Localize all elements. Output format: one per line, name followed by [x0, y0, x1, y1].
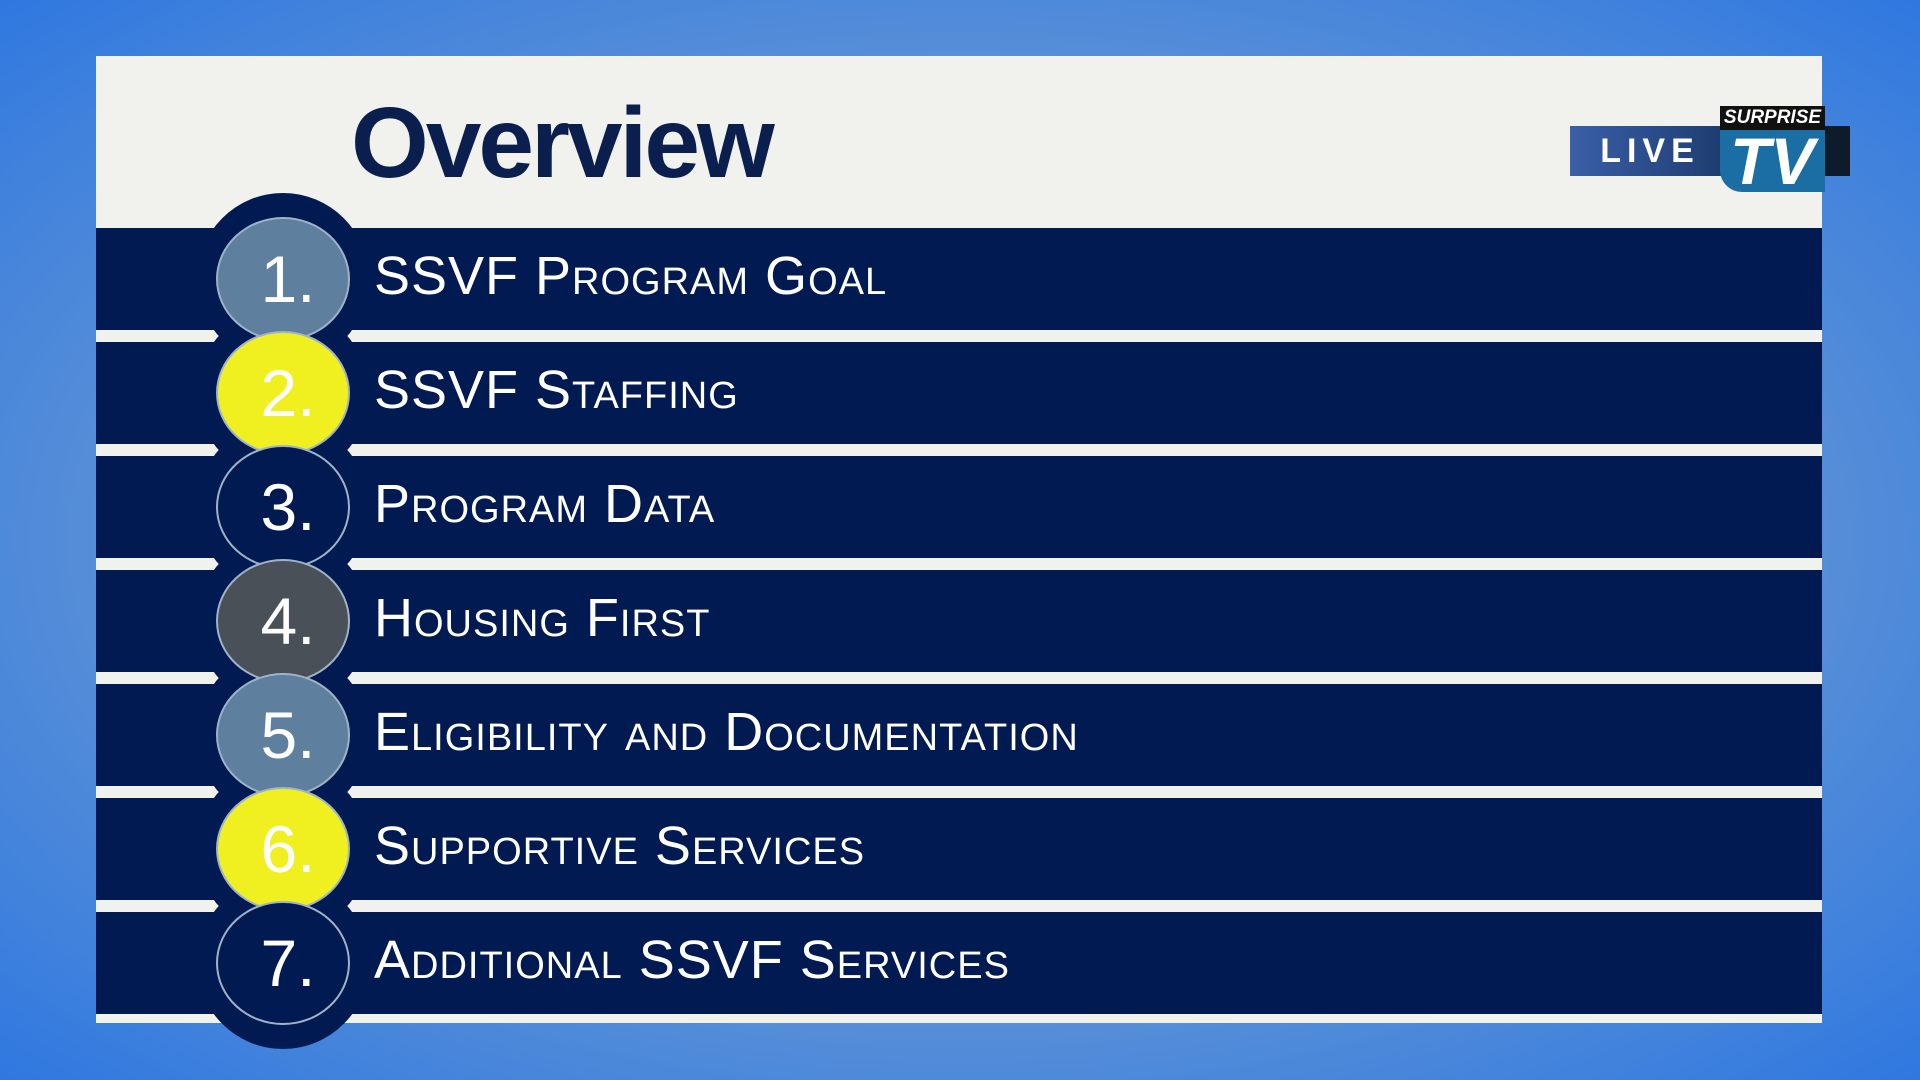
agenda-item	[96, 798, 1822, 900]
item-label: Housing First	[374, 588, 711, 648]
agenda-item	[96, 912, 1822, 1014]
slide-title: Overview	[351, 87, 775, 199]
item-number-badge: 7.	[216, 901, 350, 1025]
logo-brand-top: SURPRISE	[1720, 106, 1825, 130]
item-label: SSVF Staffing	[374, 360, 739, 420]
item-number-badge: 1.	[216, 217, 350, 341]
presentation-slide: Overview 1. SSVF Program Goal 2. SSVF Staff…	[96, 56, 1822, 1049]
item-label: Program Data	[374, 474, 716, 534]
live-badge: LIVE	[1570, 126, 1730, 176]
item-label: Supportive Services	[374, 816, 866, 876]
item-number-badge: 5.	[216, 673, 350, 797]
agenda-item	[96, 684, 1822, 786]
item-label: SSVF Program Goal	[374, 246, 888, 306]
agenda-item	[96, 570, 1822, 672]
logo-tail	[1825, 126, 1850, 176]
agenda-item	[96, 456, 1822, 558]
agenda-item	[96, 342, 1822, 444]
item-label: Eligibility and Documentation	[374, 702, 1079, 762]
channel-logo: LIVE SURPRISE TV	[1570, 106, 1850, 198]
logo-brand-bottom: TV	[1730, 124, 1815, 198]
agenda-item	[96, 228, 1822, 330]
item-label: Additional SSVF Services	[374, 930, 1010, 990]
item-number-badge: 4.	[216, 559, 350, 683]
item-number-badge: 3.	[216, 445, 350, 569]
item-number-badge: 2.	[216, 331, 350, 455]
item-number-badge: 6.	[216, 787, 350, 911]
